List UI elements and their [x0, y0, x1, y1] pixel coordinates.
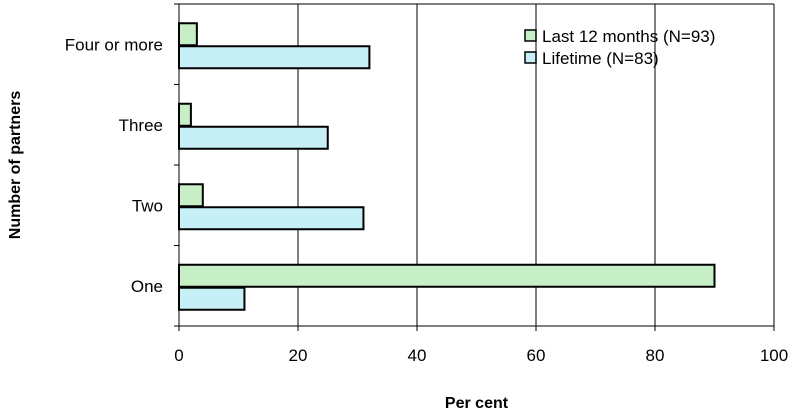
bar-lifetime-two: [178, 206, 365, 231]
bar-lifetime-one: [178, 286, 246, 311]
x-tick-label: 40: [408, 346, 427, 365]
bar-lifetime-four-or-more: [178, 45, 371, 70]
bar-last-12-months-one: [178, 263, 716, 288]
bars: [178, 22, 716, 311]
y-category-labels: One Two Three Four or more: [65, 35, 163, 296]
y-category-label: One: [131, 277, 163, 296]
y-category-label: Three: [119, 116, 163, 135]
y-category-label: Two: [132, 196, 163, 215]
legend-label: Last 12 months (N=93): [542, 27, 715, 46]
x-tick-label: 20: [289, 346, 308, 365]
y-axis-title: Number of partners: [7, 91, 24, 240]
x-tick-label: 100: [760, 346, 788, 365]
bar-last-12-months-three: [178, 102, 192, 127]
axes: [174, 3, 775, 331]
legend-swatch: [524, 29, 537, 42]
x-axis-title: Per cent: [445, 395, 509, 412]
x-tick-label: 0: [174, 346, 183, 365]
bar-lifetime-three: [178, 125, 329, 150]
legend: Last 12 months (N=93) Lifetime (N=83): [524, 27, 715, 68]
x-tick-label: 60: [527, 346, 546, 365]
x-tick-label: 80: [646, 346, 665, 365]
bar-last-12-months-two: [178, 183, 204, 208]
y-category-label: Four or more: [65, 35, 163, 54]
bar-last-12-months-four-or-more: [178, 22, 198, 47]
legend-swatch: [524, 51, 537, 64]
legend-label: Lifetime (N=83): [542, 49, 659, 68]
x-tick-labels: 0 20 40 60 80 100: [174, 346, 788, 365]
